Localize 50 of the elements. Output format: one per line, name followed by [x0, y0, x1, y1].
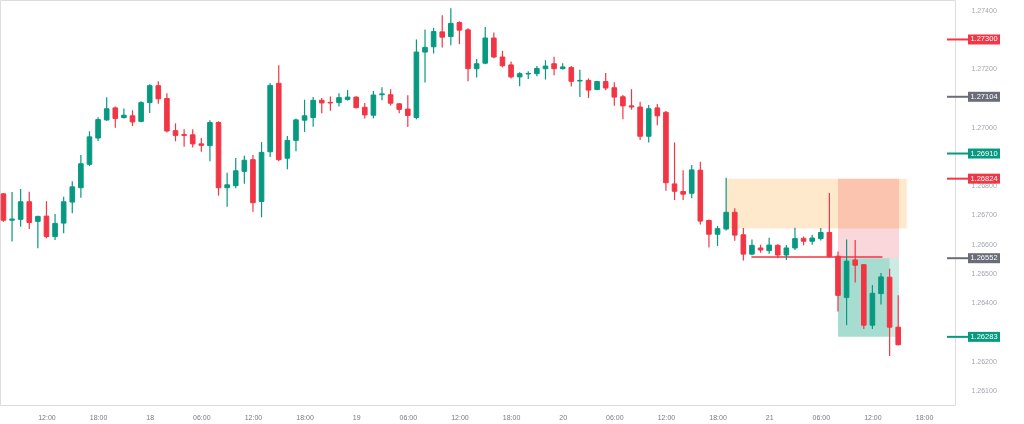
candlestick: [413, 39, 420, 120]
candlestick: [568, 66, 575, 87]
candlestick: [146, 84, 153, 113]
candlestick: [869, 285, 876, 329]
candlestick: [370, 90, 377, 119]
candlestick: [757, 244, 764, 253]
candlestick: [396, 103, 403, 114]
candlestick: [439, 15, 446, 48]
candlestick: [697, 161, 704, 225]
candlestick: [817, 228, 824, 241]
candlestick: [809, 234, 815, 245]
candlestick: [69, 181, 76, 214]
candlestick: [611, 82, 618, 106]
candlestick: [577, 69, 583, 98]
candlestick: [189, 129, 196, 148]
candlestick: [344, 90, 351, 101]
candlestick: [645, 104, 652, 143]
candlestick: [740, 228, 747, 261]
candlestick: [688, 164, 695, 199]
candlestick: [861, 264, 867, 329]
candlestick: [843, 239, 850, 326]
candlestick: [448, 8, 454, 46]
candlestick: [482, 26, 489, 65]
candlestick: [60, 196, 67, 234]
candlestick: [628, 89, 635, 110]
candlestick: [26, 191, 33, 229]
candlestick: [654, 104, 661, 126]
candlestick: [559, 63, 566, 70]
candlestick: [232, 157, 239, 189]
candlestick: [103, 97, 110, 122]
candlestick: [405, 95, 411, 127]
candlestick: [516, 72, 523, 87]
candlestick: [783, 245, 790, 260]
candlestick: [284, 135, 291, 170]
candlestick: [198, 138, 205, 152]
candlestick: [9, 192, 15, 242]
candlestick: [491, 32, 497, 59]
candlestick: [301, 99, 308, 132]
candlestick: [353, 96, 359, 109]
candlestick: [731, 208, 738, 241]
candlestick: [155, 81, 162, 104]
candlestick: [387, 89, 394, 106]
candlestick: [473, 59, 480, 78]
candlestick: [241, 155, 248, 184]
candlestick: [0, 192, 7, 222]
candlestick: [525, 71, 532, 79]
candlestick: [17, 188, 24, 227]
candlestick: [327, 96, 334, 111]
candlestick: [112, 106, 119, 128]
candlestick: [456, 21, 463, 45]
